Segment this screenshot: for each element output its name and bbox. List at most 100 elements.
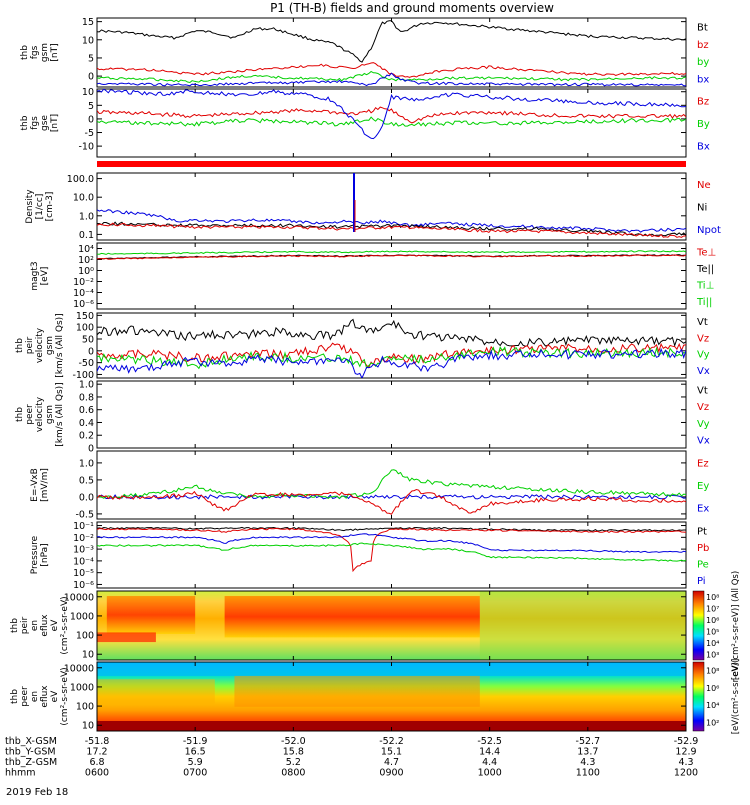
colorbar-tick-label: 10⁴ bbox=[706, 639, 719, 648]
y-tick-label: 0.5 bbox=[79, 475, 94, 486]
panel-peer-velocity: 0 0.2 0.4 0.6 0.81.0 thb peer velocity gsm [km/s … bbox=[15, 380, 710, 455]
y-tick-label: 10.0 bbox=[73, 193, 94, 204]
y-tick-label: 150 bbox=[76, 311, 94, 322]
y-axis-label: peir bbox=[25, 336, 35, 354]
x-tick-label: 0900 bbox=[379, 768, 403, 779]
y-tick-label: -5 bbox=[85, 128, 94, 139]
x-tick-label: 4.3 bbox=[580, 757, 595, 768]
series-line-te⊥ bbox=[97, 254, 686, 260]
y-axis-label: thb bbox=[15, 338, 25, 353]
y-axis-label: Pressure bbox=[30, 535, 40, 574]
chart-title: P1 (TH-B) fields and ground moments over… bbox=[270, 1, 554, 15]
legend-entry: Ti|| bbox=[696, 297, 712, 308]
x-tick-label: 15.8 bbox=[283, 747, 304, 758]
y-axis-label: [nT] bbox=[50, 114, 60, 132]
x-tick-label: 17.2 bbox=[86, 747, 107, 758]
series-line-ni bbox=[97, 221, 686, 237]
series-line-ex bbox=[97, 494, 686, 500]
x-tick-label: 0800 bbox=[281, 768, 305, 779]
series-line-pe bbox=[97, 542, 686, 562]
series-line-bx bbox=[97, 72, 686, 87]
series-line-te|| bbox=[97, 254, 686, 260]
y-tick-label: 10⁻² bbox=[73, 277, 94, 288]
x-tick-label: -51.9 bbox=[183, 736, 208, 747]
y-tick-label: 1000 bbox=[70, 611, 94, 622]
series-line-pb bbox=[97, 527, 686, 573]
y-tick-label: 10⁻⁴ bbox=[73, 556, 94, 567]
colorbar-tick-label: 10² bbox=[706, 718, 719, 727]
legend-entry: Ez bbox=[697, 458, 709, 469]
x-tick-label: 1100 bbox=[576, 768, 600, 779]
y-tick-label: 10⁻⁴ bbox=[73, 288, 94, 299]
series-line-ez bbox=[97, 488, 686, 515]
colorbar bbox=[692, 661, 705, 732]
y-axis-label: peer bbox=[25, 404, 35, 425]
colorbar-tick-label: 10⁸ bbox=[706, 593, 719, 602]
y-tick-label: 10⁰ bbox=[78, 266, 94, 277]
y-tick-label: 0 bbox=[88, 114, 94, 125]
y-tick-label: 10² bbox=[78, 255, 94, 266]
x-tick-label: -52.5 bbox=[477, 736, 502, 747]
x-tick-label: 16.5 bbox=[185, 747, 206, 758]
y-axis-label: E=-VxB bbox=[30, 468, 40, 502]
y-tick-label: 0.6 bbox=[79, 405, 94, 416]
y-tick-label: -10 bbox=[78, 142, 94, 153]
y-tick-label: 10 bbox=[82, 35, 94, 46]
panel-pressure: 10⁻⁶10⁻⁵10⁻⁴10⁻³10⁻²10⁻¹ Pressure [nPa] Pt P… bbox=[30, 521, 709, 591]
colorbar-tick-label: 10⁶ bbox=[706, 616, 719, 625]
panel-density: 0.1 1.0 10.0 100.0 Density [1/cc] [cm-3] Ne Ni Np… bbox=[25, 172, 721, 241]
y-axis-label: thb bbox=[20, 115, 30, 130]
y-axis-label: gsm bbox=[45, 405, 55, 424]
panel-frame bbox=[96, 172, 687, 241]
legend-entry: by bbox=[697, 57, 709, 68]
legend-entry: Vz bbox=[697, 402, 709, 413]
y-axis-label: en bbox=[30, 691, 40, 702]
y-tick-label: 100.0 bbox=[67, 174, 94, 185]
x-tick-label: 1200 bbox=[674, 768, 698, 779]
y-tick-label: 0.4 bbox=[79, 418, 94, 429]
legend-entry: bx bbox=[697, 74, 709, 85]
legend-entry: By bbox=[697, 119, 710, 130]
x-axis-row-label: thb_X-GSM bbox=[5, 736, 57, 747]
y-axis-label: [km/s (All Qs)] bbox=[55, 313, 65, 377]
x-tick-label: -52.7 bbox=[576, 736, 601, 747]
colorbar-tick-label: 10⁸ bbox=[706, 667, 719, 676]
series-line-ey bbox=[97, 469, 686, 500]
y-axis-label: en bbox=[30, 620, 40, 631]
y-tick-label: 10⁻⁶ bbox=[73, 580, 94, 591]
series-line-ne bbox=[97, 222, 686, 238]
y-tick-label: 5 bbox=[88, 101, 94, 112]
legend-entry: Ne bbox=[697, 180, 711, 191]
y-axis-label: [1/cc] bbox=[35, 194, 45, 220]
y-tick-label: 100 bbox=[76, 631, 94, 642]
y-axis-label: (cm²-s-sr-eV) bbox=[60, 596, 70, 654]
y-tick-label: 0 bbox=[88, 346, 94, 357]
x-tick-label: 15.1 bbox=[381, 747, 402, 758]
y-tick-label: 10000 bbox=[64, 663, 94, 674]
legend-entry: Bz bbox=[697, 96, 709, 107]
x-axis-row-label: thb_Z-GSM bbox=[5, 757, 57, 768]
y-tick-label: -50 bbox=[78, 358, 94, 369]
y-axis-label: peer bbox=[20, 686, 30, 707]
series-line-bt bbox=[97, 20, 686, 63]
y-axis-label: fgs bbox=[30, 116, 40, 130]
spectrogram-peer-spec: 10 100 1000 10000 thb peer en eflux eV (cm²-s-sr-… bbox=[10, 659, 741, 735]
y-tick-label: 100 bbox=[76, 702, 94, 713]
colorbar-tick-label: 10⁶ bbox=[706, 684, 719, 693]
y-axis-label: thb bbox=[20, 45, 30, 60]
legend-entry: Ti⊥ bbox=[696, 280, 714, 291]
y-axis-label: (cm²-s-sr-eV) bbox=[60, 667, 70, 725]
x-tick-label: 13.7 bbox=[577, 747, 598, 758]
y-axis-label: [eV] bbox=[40, 267, 50, 286]
colorbar-tick-label: 10⁴ bbox=[706, 701, 719, 710]
y-tick-label: 15 bbox=[82, 17, 94, 28]
y-tick-label: 10000 bbox=[64, 592, 94, 603]
legend-entry: Ni bbox=[697, 203, 707, 214]
footer-date: 2019 Feb 18 bbox=[6, 787, 68, 798]
x-axis-row-label: thb_Y-GSM bbox=[5, 747, 56, 758]
x-tick-label: -52.0 bbox=[281, 736, 306, 747]
y-tick-label: 10⁻² bbox=[73, 533, 94, 544]
legend-entry: Pt bbox=[697, 526, 707, 537]
y-tick-label: 10⁻¹ bbox=[73, 521, 94, 532]
